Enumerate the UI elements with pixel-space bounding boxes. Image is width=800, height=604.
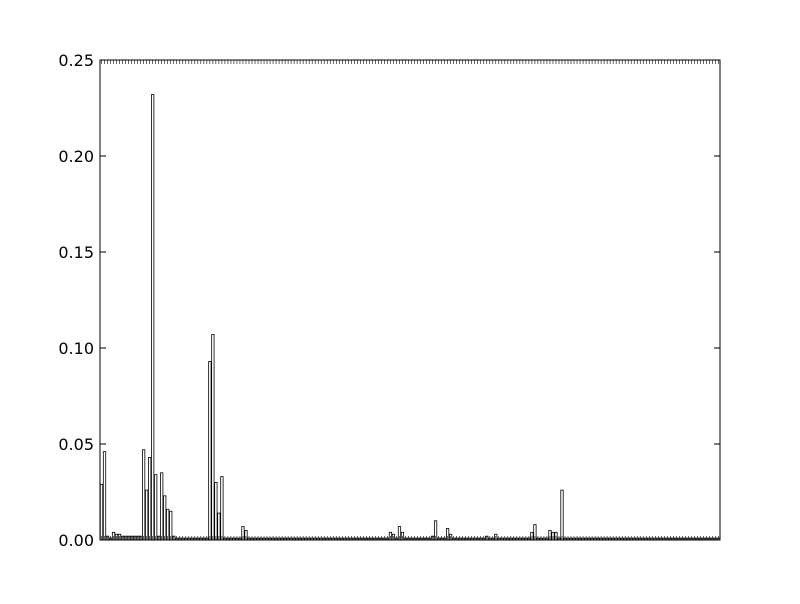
bar-153 bbox=[560, 489, 564, 541]
bar-38 bbox=[214, 481, 218, 541]
bar-36 bbox=[208, 361, 212, 541]
bar-40 bbox=[220, 476, 224, 541]
y-tick-label-3: 0.15 bbox=[58, 243, 94, 262]
y-tick-label-4: 0.20 bbox=[58, 147, 94, 166]
bar-15 bbox=[145, 489, 149, 541]
bar-17 bbox=[151, 94, 155, 541]
bar-21 bbox=[163, 495, 167, 541]
bar-39 bbox=[217, 512, 221, 541]
y-tick-label-0: 0.00 bbox=[58, 531, 94, 550]
y-tick-label-5: 0.25 bbox=[58, 51, 94, 70]
bar-18 bbox=[154, 474, 158, 541]
y-tick-label-2: 0.10 bbox=[58, 339, 94, 358]
y-ticks: 0.00 0.05 0.10 0.15 0.20 0.25 bbox=[58, 51, 720, 550]
bar-0 bbox=[99, 483, 104, 541]
bar-1 bbox=[102, 451, 107, 541]
bar-37 bbox=[211, 334, 215, 541]
bar-23 bbox=[169, 510, 173, 541]
plot-frame bbox=[99, 59, 721, 541]
y-tick-label-1: 0.05 bbox=[58, 435, 94, 454]
bar-14 bbox=[142, 449, 146, 541]
bar-22 bbox=[166, 508, 170, 541]
bar-20 bbox=[160, 472, 164, 541]
x-ticks bbox=[101, 60, 719, 540]
bar-16 bbox=[148, 457, 152, 541]
